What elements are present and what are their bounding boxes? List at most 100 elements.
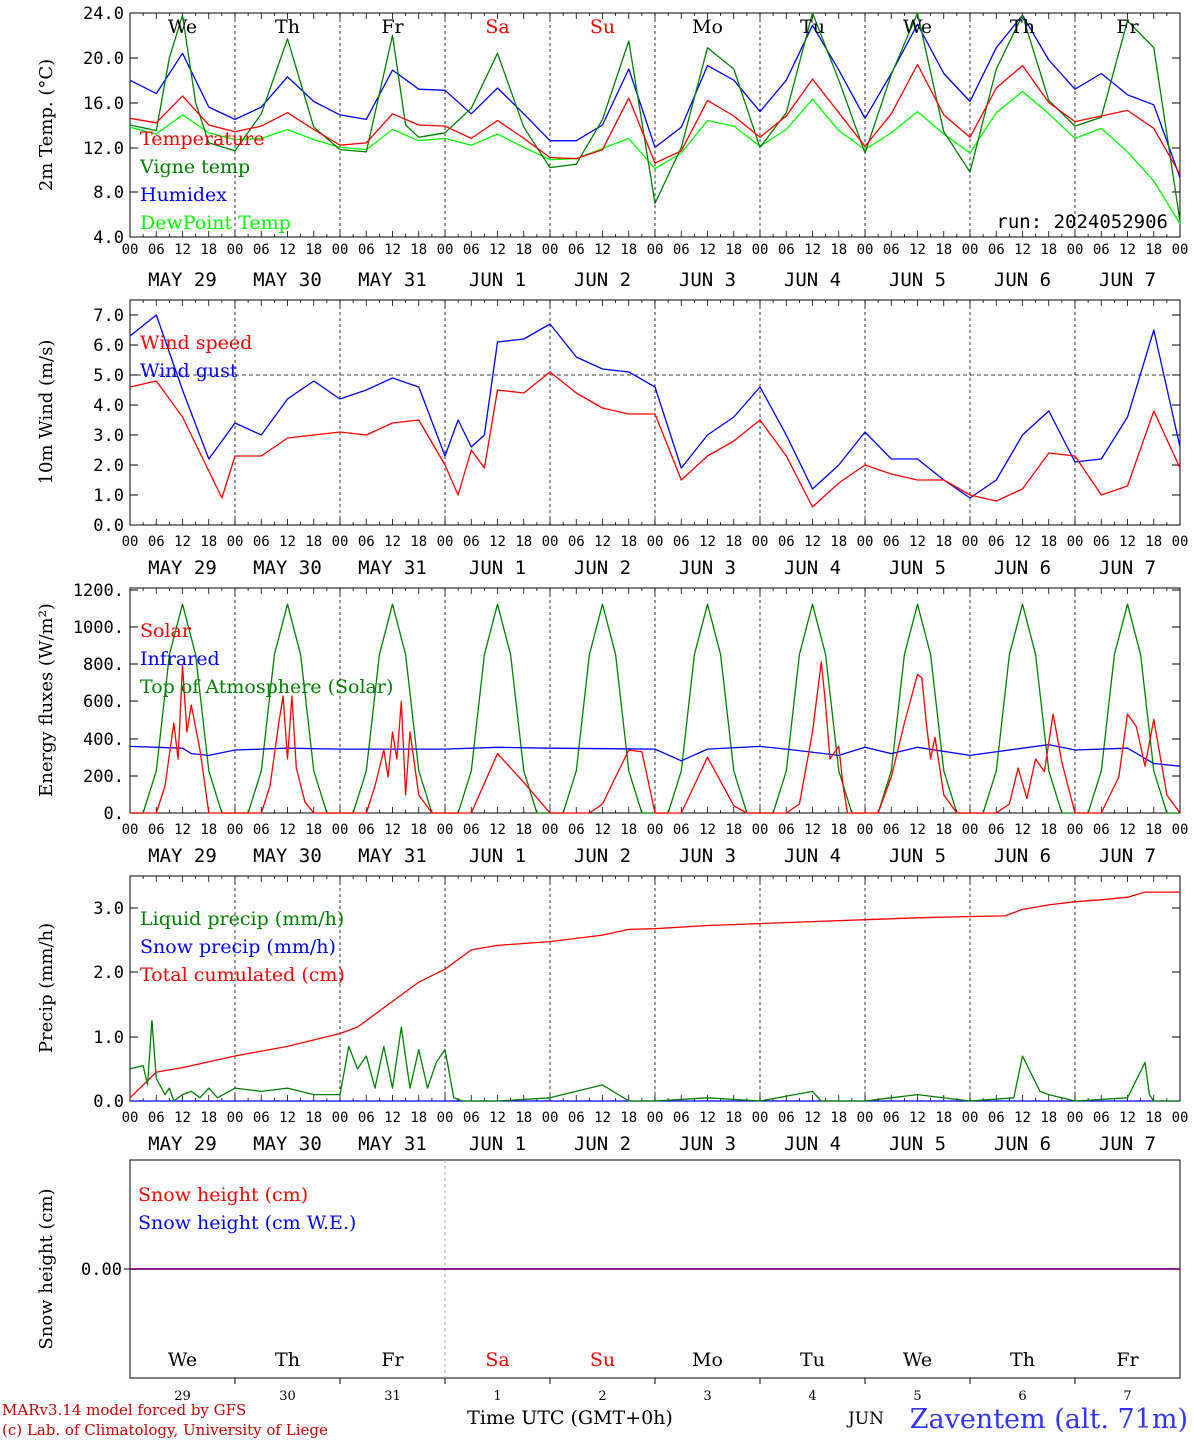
hour-label: 00 [437, 242, 454, 258]
hour-label: 18 [305, 822, 322, 838]
date-label: JUN 6 [994, 1133, 1051, 1155]
hour-label: 18 [725, 242, 742, 258]
hour-label: 12 [1119, 822, 1136, 838]
hour-label: 18 [620, 822, 637, 838]
legend-entry: Snow precip (mm/h) [140, 936, 336, 958]
y-tick-label: 0.0 [93, 516, 124, 536]
hour-label: 18 [1145, 534, 1162, 550]
legend-entry: Total cumulated (cm) [140, 964, 345, 986]
panel-2: 0.0 1.0 2.0 3.0 4.0 5.0 6.0 7.0 10m Wind (m/s) Wi… [36, 299, 1188, 579]
hour-label: 12 [699, 1110, 716, 1126]
hour-label: 06 [358, 534, 375, 550]
hour-label: 06 [463, 1110, 480, 1126]
day-number: 6 [1018, 1389, 1026, 1404]
hour-label: 06 [883, 534, 900, 550]
hour-label: 06 [568, 1110, 585, 1126]
hour-label: 06 [148, 534, 165, 550]
hour-label: 12 [699, 822, 716, 838]
date-label: JUN 2 [574, 1133, 631, 1155]
day-number: 31 [384, 1389, 401, 1404]
hour-label: 12 [594, 1110, 611, 1126]
hour-label: 00 [857, 242, 874, 258]
hour-label: 18 [1145, 822, 1162, 838]
hour-label: 00 [122, 1110, 139, 1126]
hour-label: 00 [962, 822, 979, 838]
day-number: 7 [1123, 1389, 1131, 1404]
hour-label: 18 [830, 534, 847, 550]
day-number: 5 [913, 1389, 921, 1404]
hour-label: 18 [620, 534, 637, 550]
hour-label: 00 [1172, 1110, 1189, 1126]
y-tick-label: 3.0 [93, 426, 124, 446]
hour-label: 00 [332, 1110, 349, 1126]
y-axis-label: Precip (mm/h) [36, 923, 57, 1053]
weekday-label: Th [1010, 1349, 1035, 1371]
hour-label: 00 [122, 822, 139, 838]
y-tick-label: 800. [83, 655, 124, 675]
hour-label: 12 [384, 242, 401, 258]
hour-label: 00 [962, 1110, 979, 1126]
hour-label: 12 [804, 534, 821, 550]
date-label: JUN 7 [1099, 845, 1156, 867]
weekday-label: Fr [1116, 1349, 1139, 1371]
series-line [129, 371, 1181, 508]
hour-label: 00 [752, 534, 769, 550]
hour-label: 06 [673, 534, 690, 550]
date-label: JUN 2 [574, 845, 631, 867]
hour-label: 18 [935, 242, 952, 258]
date-label: MAY 31 [358, 1133, 427, 1155]
y-tick-label: 6.0 [93, 336, 124, 356]
hour-label: 12 [594, 822, 611, 838]
date-label: MAY 29 [148, 269, 217, 291]
hour-label: 12 [279, 1110, 296, 1126]
hour-label: 12 [699, 534, 716, 550]
hour-label: 12 [1014, 1110, 1031, 1126]
hour-label: 00 [332, 822, 349, 838]
hour-label: 06 [673, 822, 690, 838]
hour-label: 06 [883, 1110, 900, 1126]
hour-label: 18 [620, 1110, 637, 1126]
hour-label: 18 [410, 242, 427, 258]
hour-label: 00 [857, 822, 874, 838]
hour-label: 00 [1067, 1110, 1084, 1126]
y-tick-label: 24.0 [83, 4, 124, 24]
date-label: MAY 29 [148, 557, 217, 579]
hour-label: 18 [1040, 1110, 1057, 1126]
x-axis-label: Time UTC (GMT+0h) [467, 1407, 673, 1429]
hour-label: 12 [909, 1110, 926, 1126]
hour-label: 00 [647, 242, 664, 258]
hour-label: 06 [1093, 1110, 1110, 1126]
date-label: JUN 1 [469, 269, 526, 291]
hour-label: 12 [1014, 534, 1031, 550]
hour-label: 00 [752, 242, 769, 258]
series-line [130, 661, 1181, 814]
run-label: run: 2024052906 [996, 211, 1168, 233]
hour-label: 18 [200, 242, 217, 258]
date-label: JUN 6 [994, 845, 1051, 867]
hour-label: 06 [358, 1110, 375, 1126]
hour-label: 06 [148, 822, 165, 838]
hour-label: 06 [568, 534, 585, 550]
hour-label: 12 [174, 534, 191, 550]
hour-label: 00 [227, 1110, 244, 1126]
weekday-label: We [903, 16, 932, 38]
hour-label: 12 [804, 1110, 821, 1126]
date-label: JUN 5 [889, 557, 946, 579]
series-line [129, 891, 1180, 1099]
hour-label: 18 [1040, 822, 1057, 838]
hour-label: 00 [962, 242, 979, 258]
hour-label: 06 [1093, 242, 1110, 258]
y-tick-label: 200. [83, 767, 124, 787]
hour-label: 06 [568, 242, 585, 258]
y-axis-label: 2m Temp. (°C) [36, 59, 57, 191]
weekday-label: Tu [800, 16, 825, 38]
hour-label: 18 [725, 822, 742, 838]
station-title: Zaventem (alt. 71m) [910, 1404, 1188, 1435]
y-tick-label: 0.0 [93, 1092, 124, 1112]
hour-label: 00 [542, 534, 559, 550]
date-label: JUN 6 [994, 269, 1051, 291]
y-axis-label: Snow height (cm) [36, 1188, 57, 1349]
y-tick-label: 400. [83, 730, 124, 750]
date-label: JUN 5 [889, 1133, 946, 1155]
hour-label: 06 [883, 242, 900, 258]
